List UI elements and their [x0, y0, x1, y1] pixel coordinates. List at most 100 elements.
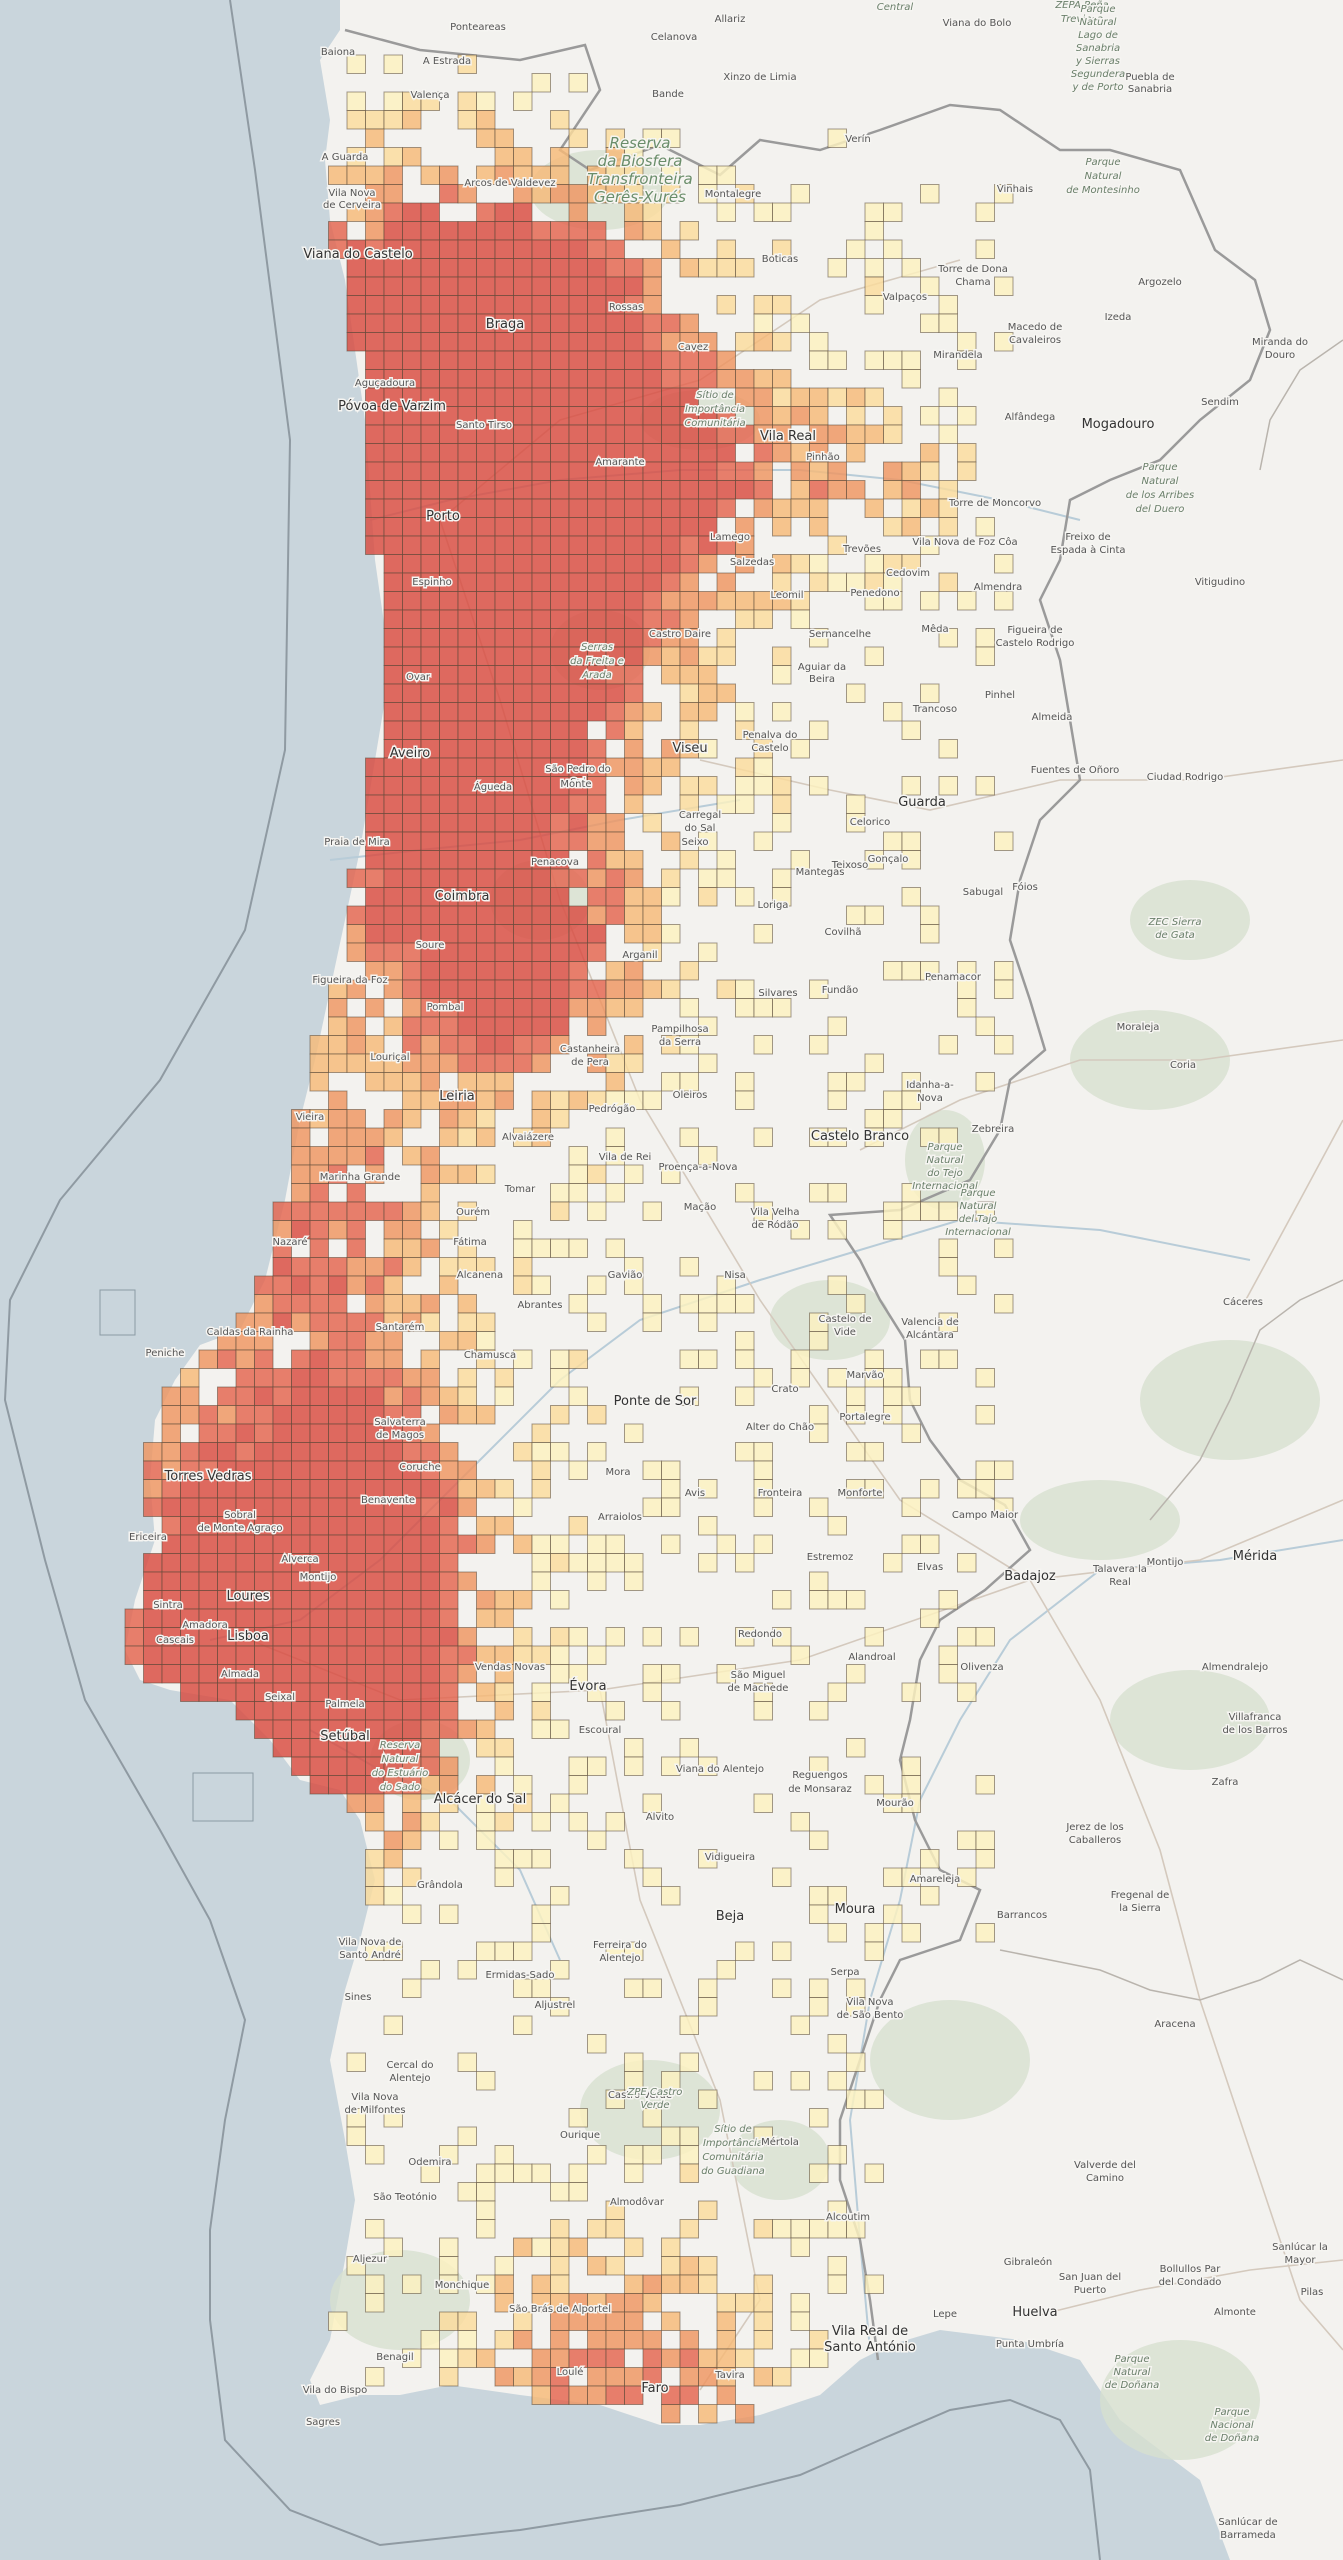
heat-cell[interactable]	[383, 1072, 403, 1092]
heat-cell[interactable]	[642, 979, 662, 999]
heat-cell[interactable]	[642, 776, 662, 796]
heat-cell[interactable]	[568, 221, 588, 241]
heat-cell[interactable]	[439, 2311, 459, 2331]
heat-cell[interactable]	[642, 554, 662, 574]
heat-cell[interactable]	[790, 498, 810, 518]
heat-cell[interactable]	[550, 628, 570, 648]
heat-cell[interactable]	[642, 1460, 662, 1480]
heat-cell[interactable]	[328, 1331, 348, 1351]
heat-cell[interactable]	[513, 979, 533, 999]
heat-cell[interactable]	[624, 1978, 644, 1998]
heat-cell[interactable]	[420, 480, 440, 500]
heat-cell[interactable]	[624, 2385, 644, 2405]
heat-cell[interactable]	[864, 554, 884, 574]
heat-cell[interactable]	[346, 1534, 366, 1554]
heat-cell[interactable]	[402, 1590, 422, 1610]
heat-cell[interactable]	[291, 1664, 311, 1684]
heat-cell[interactable]	[328, 1534, 348, 1554]
heat-cell[interactable]	[753, 2293, 773, 2313]
heat-cell[interactable]	[494, 1941, 514, 1961]
heat-cell[interactable]	[476, 591, 496, 611]
heat-cell[interactable]	[439, 665, 459, 685]
heat-cell[interactable]	[476, 535, 496, 555]
heat-cell[interactable]	[550, 258, 570, 278]
heat-cell[interactable]	[124, 1608, 144, 1628]
heat-cell[interactable]	[938, 1349, 958, 1369]
heat-cell[interactable]	[346, 1016, 366, 1036]
heat-cell[interactable]	[383, 776, 403, 796]
heat-cell[interactable]	[809, 2163, 829, 2183]
heat-cell[interactable]	[476, 683, 496, 703]
heat-cell[interactable]	[698, 1978, 718, 1998]
heat-cell[interactable]	[827, 2145, 847, 2165]
heat-cell[interactable]	[309, 1146, 329, 1166]
heat-cell[interactable]	[457, 1016, 477, 1036]
heat-cell[interactable]	[531, 739, 551, 759]
heat-cell[interactable]	[642, 2274, 662, 2294]
heat-cell[interactable]	[568, 480, 588, 500]
heat-cell[interactable]	[809, 1331, 829, 1351]
heat-cell[interactable]	[476, 91, 496, 111]
heat-cell[interactable]	[346, 1238, 366, 1258]
heat-cell[interactable]	[679, 2274, 699, 2294]
heat-cell[interactable]	[383, 572, 403, 592]
heat-cell[interactable]	[383, 147, 403, 167]
heat-cell[interactable]	[864, 2274, 884, 2294]
heat-cell[interactable]	[642, 369, 662, 389]
heat-cell[interactable]	[476, 1331, 496, 1351]
heat-cell[interactable]	[975, 1368, 995, 1388]
heat-cell[interactable]	[513, 369, 533, 389]
heat-cell[interactable]	[661, 572, 681, 592]
heat-cell[interactable]	[568, 517, 588, 537]
heat-cell[interactable]	[938, 776, 958, 796]
heat-cell[interactable]	[587, 887, 607, 907]
heat-cell[interactable]	[531, 1682, 551, 1702]
heat-cell[interactable]	[938, 1312, 958, 1332]
heat-cell[interactable]	[291, 1516, 311, 1536]
heat-cell[interactable]	[513, 628, 533, 648]
heat-cell[interactable]	[587, 406, 607, 426]
heat-cell[interactable]	[457, 1460, 477, 1480]
heat-cell[interactable]	[494, 443, 514, 463]
heat-cell[interactable]	[827, 424, 847, 444]
heat-cell[interactable]	[235, 1682, 255, 1702]
heat-cell[interactable]	[402, 1571, 422, 1591]
heat-cell[interactable]	[513, 498, 533, 518]
heat-cell[interactable]	[309, 1220, 329, 1240]
heat-cell[interactable]	[383, 461, 403, 481]
heat-cell[interactable]	[698, 480, 718, 500]
heat-cell[interactable]	[328, 2311, 348, 2331]
heat-cell[interactable]	[846, 1738, 866, 1758]
heat-cell[interactable]	[476, 221, 496, 241]
heat-cell[interactable]	[753, 757, 773, 777]
heat-cell[interactable]	[975, 202, 995, 222]
heat-cell[interactable]	[568, 554, 588, 574]
heat-cell[interactable]	[846, 1442, 866, 1462]
heat-cell[interactable]	[642, 2145, 662, 2165]
heat-cell[interactable]	[402, 1257, 422, 1277]
heat-cell[interactable]	[753, 998, 773, 1018]
heat-cell[interactable]	[642, 480, 662, 500]
heat-cell[interactable]	[457, 517, 477, 537]
heat-cell[interactable]	[494, 2256, 514, 2276]
heat-cell[interactable]	[624, 961, 644, 981]
heat-cell[interactable]	[328, 1460, 348, 1480]
heat-cell[interactable]	[402, 702, 422, 722]
heat-cell[interactable]	[753, 1201, 773, 1221]
heat-cell[interactable]	[402, 1146, 422, 1166]
heat-cell[interactable]	[420, 1812, 440, 1832]
heat-cell[interactable]	[272, 1275, 292, 1295]
heat-cell[interactable]	[180, 1682, 200, 1702]
heat-cell[interactable]	[864, 1053, 884, 1073]
heat-cell[interactable]	[439, 1682, 459, 1702]
heat-cell[interactable]	[624, 498, 644, 518]
heat-cell[interactable]	[661, 554, 681, 574]
heat-cell[interactable]	[698, 1294, 718, 1314]
heat-cell[interactable]	[716, 1664, 736, 1684]
heat-cell[interactable]	[346, 1146, 366, 1166]
heat-cell[interactable]	[864, 387, 884, 407]
heat-cell[interactable]	[272, 1460, 292, 1480]
heat-cell[interactable]	[439, 1257, 459, 1277]
heat-cell[interactable]	[661, 1756, 681, 1776]
heat-cell[interactable]	[809, 1423, 829, 1443]
